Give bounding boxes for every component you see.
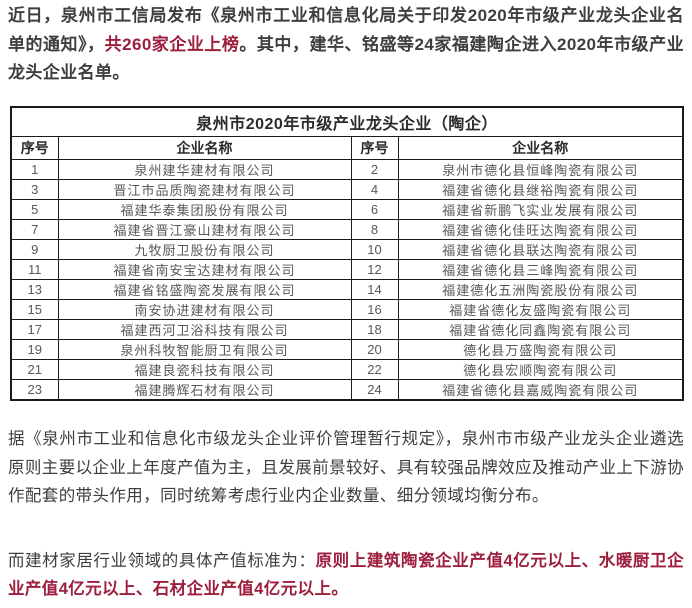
company-name-cell: 福建西河卫浴科技有限公司 <box>57 319 352 340</box>
serial-cell: 24 <box>350 379 399 401</box>
serial-cell: 6 <box>350 199 399 220</box>
company-name-cell: 泉州建华建材有限公司 <box>57 159 352 180</box>
serial-cell: 22 <box>350 359 399 380</box>
company-name-cell: 九牧厨卫股份有限公司 <box>57 239 352 260</box>
company-name-cell: 福建德化五洲陶瓷股份有限公司 <box>397 279 684 300</box>
company-name-cell: 福建省德化县联达陶瓷有限公司 <box>397 239 684 260</box>
highlighted-text: 共260家企业上榜 <box>104 34 240 54</box>
company-name-cell: 福建省德化县继裕陶瓷有限公司 <box>397 179 684 200</box>
serial-cell: 9 <box>10 239 59 260</box>
header-company-left: 企业名称 <box>57 136 352 160</box>
serial-cell: 11 <box>10 259 59 280</box>
serial-cell: 23 <box>10 379 59 401</box>
company-name-cell: 福建省德化佳旺达陶瓷有限公司 <box>397 219 684 240</box>
serial-cell: 5 <box>10 199 59 220</box>
serial-cell: 20 <box>350 339 399 360</box>
serial-cell: 4 <box>350 179 399 200</box>
table-row: 5 福建华泰集团股份有限公司 6 福建省新鹏飞实业发展有限公司 <box>10 199 684 220</box>
company-name-cell: 福建省德化友盛陶瓷有限公司 <box>397 299 684 320</box>
body-text: 近日，泉州市工信局发布《泉州市工业和信息化局关于印发2020年市级产业龙头企业名… <box>8 6 684 54</box>
serial-cell: 15 <box>10 299 59 320</box>
body-text: 。其中，建华、铭盛等24家福建陶企进入2020年市级产业龙头企业名单。 <box>8 34 684 83</box>
table-title-row: 泉州市2020年市级产业龙头企业（陶企） <box>10 106 684 137</box>
table-row: 19 泉州科牧智能厨卫有限公司 20 德化县万盛陶瓷有限公司 <box>10 339 684 360</box>
company-name-cell: 福建省新鹏飞实业发展有限公司 <box>397 199 684 220</box>
table-row: 1 泉州建华建材有限公司 2 泉州市德化县恒峰陶瓷有限公司 <box>10 159 684 180</box>
body-text: 据《泉州市工业和信息化市级龙头企业评价管理暂行规定》，泉州市市级产业龙头企业遴选… <box>8 430 684 505</box>
intro-paragraph: 近日，泉州市工信局发布《泉州市工业和信息化局关于印发2020年市级产业龙头企业名… <box>8 2 684 88</box>
company-name-cell: 泉州市德化县恒峰陶瓷有限公司 <box>397 159 684 180</box>
serial-cell: 10 <box>350 239 399 260</box>
serial-cell: 8 <box>350 219 399 240</box>
table-row: 7 福建省晋江豪山建材有限公司 8 福建省德化佳旺达陶瓷有限公司 <box>10 219 684 240</box>
serial-cell: 13 <box>10 279 59 300</box>
serial-cell: 1 <box>10 159 59 180</box>
company-name-cell: 德化县万盛陶瓷有限公司 <box>397 339 684 360</box>
table-row: 13 福建省铭盛陶瓷发展有限公司 14 福建德化五洲陶瓷股份有限公司 <box>10 279 684 300</box>
standards-paragraph: 而建材家居行业领域的具体产值标准为：原则上建筑陶瓷企业产值4亿元以上、水暖厨卫企… <box>8 547 684 604</box>
table-row: 15 南安协进建材有限公司 16 福建省德化友盛陶瓷有限公司 <box>10 299 684 320</box>
company-name-cell: 福建良瓷科技有限公司 <box>57 359 352 380</box>
table-row: 21 福建良瓷科技有限公司 22 德化县宏顺陶瓷有限公司 <box>10 359 684 380</box>
company-name-cell: 福建华泰集团股份有限公司 <box>57 199 352 220</box>
highlighted-text: 原则上建筑陶瓷企业产值4亿元以上、水暖厨卫企业产值4亿元以上、石材企业产值4亿元… <box>8 551 684 599</box>
serial-cell: 14 <box>350 279 399 300</box>
table-row: 11 福建省南安宝达建材有限公司 12 福建省德化县三峰陶瓷有限公司 <box>10 259 684 280</box>
company-name-cell: 福建省晋江豪山建材有限公司 <box>57 219 352 240</box>
serial-cell: 18 <box>350 319 399 340</box>
company-name-cell: 福建省德化同鑫陶瓷有限公司 <box>397 319 684 340</box>
company-name-cell: 南安协进建材有限公司 <box>57 299 352 320</box>
criteria-paragraph: 据《泉州市工业和信息化市级龙头企业评价管理暂行规定》，泉州市市级产业龙头企业遴选… <box>8 425 684 511</box>
table-header-row: 序号 企业名称 序号 企业名称 <box>10 136 684 160</box>
serial-cell: 16 <box>350 299 399 320</box>
company-name-cell: 德化县宏顺陶瓷有限公司 <box>397 359 684 380</box>
company-name-cell: 福建腾辉石材有限公司 <box>57 379 352 401</box>
table-row: 3 晋江市品质陶瓷建材有限公司 4 福建省德化县继裕陶瓷有限公司 <box>10 179 684 200</box>
company-name-cell: 福建省德化县嘉威陶瓷有限公司 <box>397 379 684 401</box>
body-text: 而建材家居行业领域的具体产值标准为： <box>8 551 316 570</box>
header-company-right: 企业名称 <box>397 136 684 160</box>
table-row: 9 九牧厨卫股份有限公司 10 福建省德化县联达陶瓷有限公司 <box>10 239 684 260</box>
company-name-cell: 晋江市品质陶瓷建材有限公司 <box>57 179 352 200</box>
company-name-cell: 福建省铭盛陶瓷发展有限公司 <box>57 279 352 300</box>
serial-cell: 12 <box>350 259 399 280</box>
company-table: 泉州市2020年市级产业龙头企业（陶企） 序号 企业名称 序号 企业名称 1 泉州… <box>10 105 685 401</box>
company-name-cell: 福建省德化县三峰陶瓷有限公司 <box>397 259 684 280</box>
company-name-cell: 泉州科牧智能厨卫有限公司 <box>57 339 352 360</box>
table-body: 1 泉州建华建材有限公司 2 泉州市德化县恒峰陶瓷有限公司 3 晋江市品质陶瓷建材有限公司… <box>10 159 684 401</box>
header-serial-right: 序号 <box>350 136 399 160</box>
serial-cell: 17 <box>10 319 59 340</box>
company-name-cell: 福建省南安宝达建材有限公司 <box>57 259 352 280</box>
table-title: 泉州市2020年市级产业龙头企业（陶企） <box>10 106 684 137</box>
serial-cell: 7 <box>10 219 59 240</box>
serial-cell: 3 <box>10 179 59 200</box>
table-row: 17 福建西河卫浴科技有限公司 18 福建省德化同鑫陶瓷有限公司 <box>10 319 684 340</box>
header-serial-left: 序号 <box>10 136 59 160</box>
serial-cell: 21 <box>10 359 59 380</box>
table-row: 23 福建腾辉石材有限公司 24 福建省德化县嘉威陶瓷有限公司 <box>10 379 684 401</box>
serial-cell: 2 <box>350 159 399 180</box>
serial-cell: 19 <box>10 339 59 360</box>
